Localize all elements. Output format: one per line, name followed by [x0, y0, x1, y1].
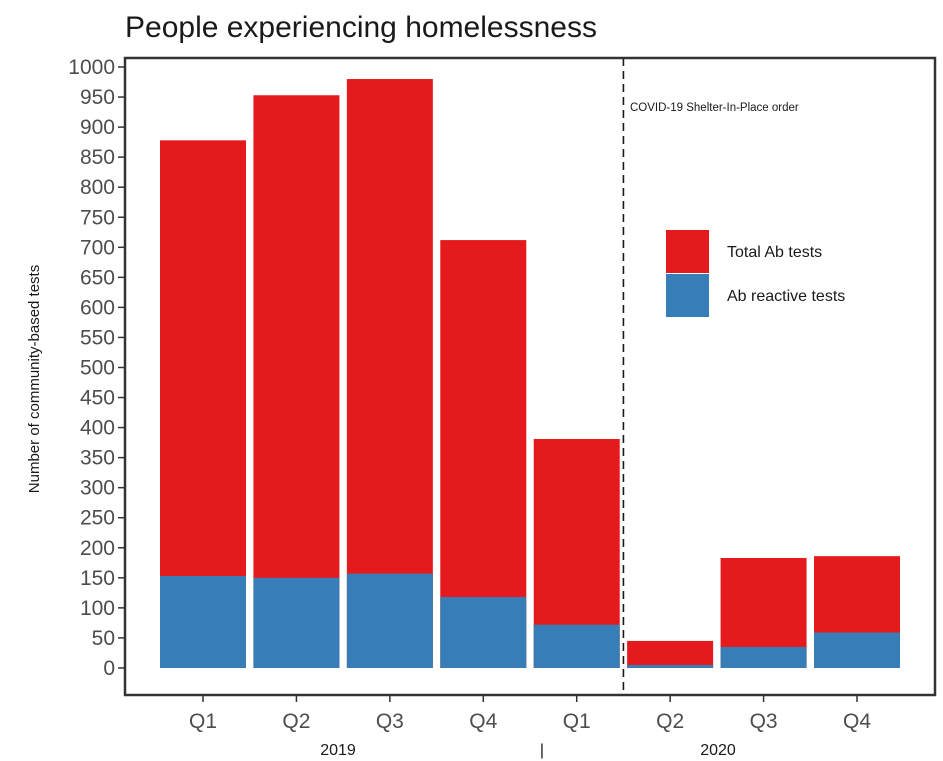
y-tick-label: 550 — [80, 326, 115, 349]
year-labels: 2019 | 2020 — [320, 742, 736, 759]
x-tick-label: Q3 — [376, 710, 404, 733]
y-tick-label: 800 — [80, 176, 115, 199]
y-tick-label: 900 — [80, 116, 115, 139]
y-tick-label: 350 — [80, 447, 115, 470]
y-tick-label: 700 — [80, 236, 115, 259]
reactive-ab-bar — [253, 577, 340, 668]
legend-total-label: Total Ab tests — [727, 244, 822, 261]
legend-total-swatch — [666, 230, 709, 273]
y-tick-label: 100 — [80, 597, 115, 620]
year-label: 2020 — [700, 742, 736, 759]
x-tick-label: Q4 — [843, 710, 871, 733]
x-tick-label: Q2 — [282, 710, 310, 733]
legend-reactive-label: Ab reactive tests — [727, 288, 845, 305]
y-tick-label: 250 — [80, 507, 115, 530]
x-tick-label: Q4 — [469, 710, 497, 733]
y-axis-label: Number of community-based tests — [26, 265, 43, 493]
legend-reactive-swatch — [666, 274, 709, 317]
year-label: 2019 — [320, 742, 356, 759]
y-tick-label: 450 — [80, 387, 115, 410]
y-tick-label: 500 — [80, 356, 115, 379]
reactive-ab-bar — [627, 664, 714, 668]
x-axis: Q1 Q2 Q3 Q4 Q1 Q2 Q3 Q4 — [189, 695, 871, 733]
y-tick-label: 400 — [80, 417, 115, 440]
legend: Total Ab tests Ab reactive tests — [666, 230, 845, 317]
y-tick-label: 850 — [80, 146, 115, 169]
shelter-in-place-annotation: COVID-19 Shelter-In-Place order — [630, 102, 799, 114]
total-ab-bar — [253, 95, 340, 668]
y-tick-label: 600 — [80, 296, 115, 319]
total-ab-bar — [627, 640, 714, 668]
y-axis: 0 50 100 150 200 250 300 350 400 450 500 550 600 650 7… — [68, 56, 125, 680]
y-tick-label: 300 — [80, 477, 115, 500]
y-tick-label: 0 — [103, 657, 115, 680]
x-tick-label: Q2 — [656, 710, 684, 733]
reactive-ab-bar — [440, 597, 527, 668]
total-ab-bar — [346, 79, 433, 668]
year-label: | — [540, 742, 544, 759]
reactive-ab-bars — [160, 573, 900, 668]
y-tick-label: 1000 — [68, 56, 115, 79]
x-tick-label: Q3 — [750, 710, 778, 733]
y-tick-label: 200 — [80, 537, 115, 560]
x-tick-label: Q1 — [563, 710, 591, 733]
reactive-ab-bar — [814, 632, 900, 668]
x-tick-label: Q1 — [189, 710, 217, 733]
y-tick-label: 150 — [80, 567, 115, 590]
reactive-ab-bar — [346, 573, 433, 668]
y-tick-label: 650 — [80, 266, 115, 289]
total-ab-bar — [440, 240, 527, 668]
chart-title: People experiencing homelessness — [125, 11, 597, 44]
reactive-ab-bar — [160, 576, 246, 668]
y-tick-label: 950 — [80, 86, 115, 109]
reactive-ab-bar — [720, 646, 807, 668]
plot-frame — [123, 56, 937, 697]
y-tick-label: 50 — [92, 627, 115, 650]
reactive-ab-bar — [533, 624, 620, 668]
y-tick-label: 750 — [80, 206, 115, 229]
